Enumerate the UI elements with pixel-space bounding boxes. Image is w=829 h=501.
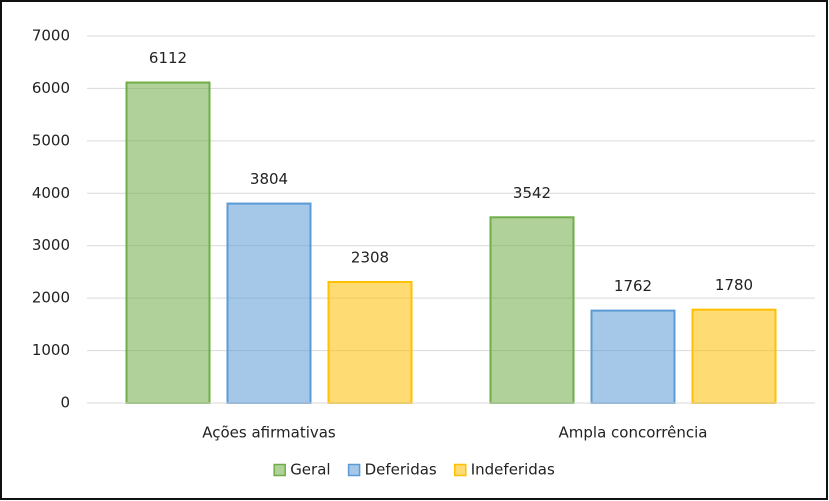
data-label: 1762	[614, 277, 652, 295]
x-tick-label: Ações afirmativas	[202, 424, 336, 442]
y-tick-label: 0	[60, 394, 70, 412]
data-label: 3542	[513, 184, 551, 202]
data-label: 6112	[149, 49, 187, 67]
bar	[590, 309, 676, 404]
bar	[226, 202, 312, 404]
data-label: 3804	[250, 170, 288, 188]
data-label: 2308	[351, 248, 389, 266]
legend-item: Geral	[273, 461, 331, 479]
y-tick-label: 5000	[32, 131, 70, 149]
y-tick-label: 6000	[32, 79, 70, 97]
y-tick-label: 1000	[32, 341, 70, 359]
y-tick-label: 4000	[32, 184, 70, 202]
legend-swatch	[273, 463, 286, 477]
legend-label: Indeferidas	[471, 461, 555, 479]
y-tick-label: 3000	[32, 236, 70, 254]
legend-label: Geral	[290, 461, 330, 479]
bar	[489, 216, 575, 404]
y-tick-label: 7000	[32, 27, 70, 45]
data-label: 1780	[715, 276, 753, 294]
y-tick-label: 2000	[32, 289, 70, 307]
legend-item: Indeferidas	[453, 461, 555, 479]
bar	[327, 280, 413, 404]
bar	[691, 308, 777, 405]
bar	[125, 81, 211, 404]
x-tick-label: Ampla concorrência	[559, 424, 708, 442]
legend-swatch	[453, 463, 467, 477]
legend-item: Deferidas	[347, 461, 437, 479]
legend-label: Deferidas	[365, 461, 437, 479]
legend-swatch	[347, 463, 361, 477]
